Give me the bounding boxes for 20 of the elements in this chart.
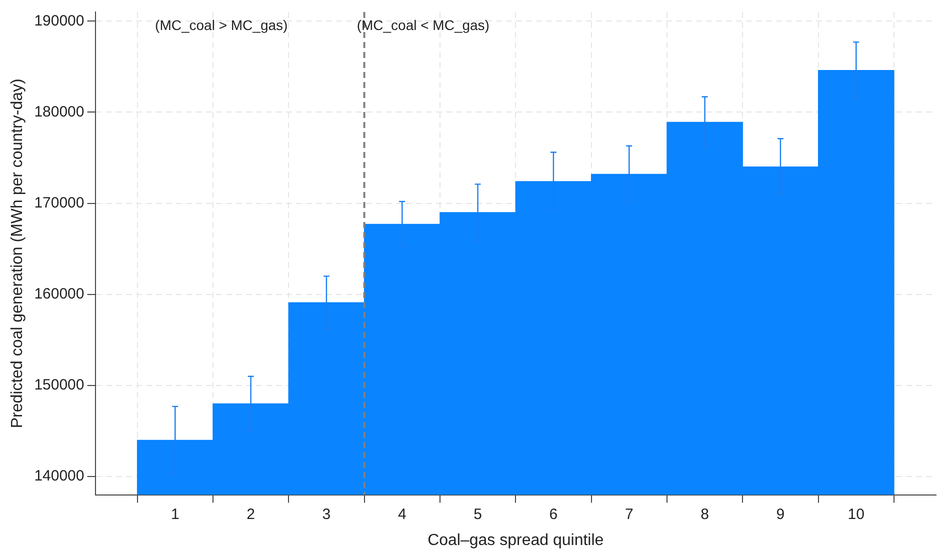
y-tick-label: 190000 [34,12,84,30]
y-tick-label: 140000 [34,468,84,485]
x-tick-label: 9 [776,506,785,523]
annotation: (MC_coal > MC_gas) [155,16,288,33]
y-tick-label: 170000 [34,194,84,212]
annotation: (MC_coal < MC_gas) [356,16,490,33]
y-axis-title: Predicted coal generation (MWh per country-day) [9,78,26,428]
x-tick-label: 10 [848,506,864,523]
y-tick-label: 180000 [34,103,84,120]
x-tick-label: 7 [624,506,634,523]
x-tick-label: 5 [474,506,482,523]
x-tick-label: 4 [398,506,406,523]
x-tick-label: 2 [246,506,255,523]
x-tick-label: 6 [549,506,558,523]
x-tick-label: 3 [322,506,331,523]
y-tick-label: 150000 [34,376,84,394]
x-tick-label: 8 [700,506,709,523]
x-axis-title: Coal–gas spread quintile [428,532,604,549]
y-tick-label: 160000 [34,286,84,303]
x-tick-label: 1 [170,506,180,523]
